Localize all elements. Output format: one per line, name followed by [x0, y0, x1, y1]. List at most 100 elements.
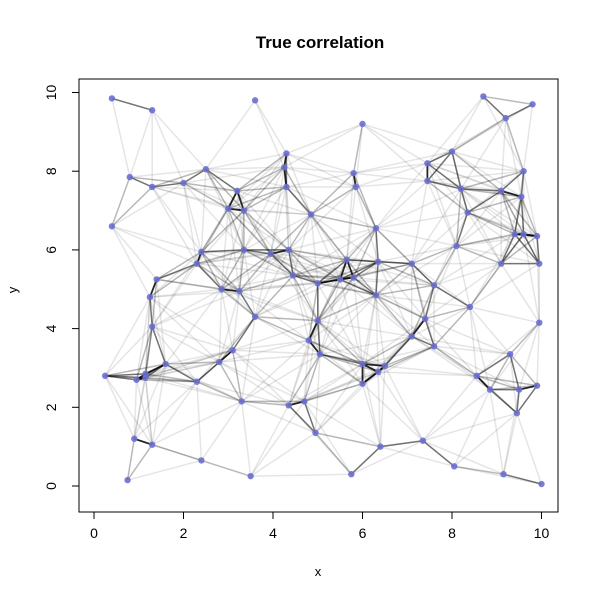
correlation-edge	[340, 278, 435, 287]
data-point	[225, 205, 232, 212]
data-point	[424, 177, 431, 185]
correlation-edge	[378, 260, 412, 265]
correlation-edge	[362, 345, 435, 365]
correlation-edge	[249, 404, 290, 477]
correlation-edge	[111, 182, 184, 227]
correlation-edge	[288, 404, 352, 475]
correlation-edge	[377, 261, 413, 337]
data-point	[238, 398, 245, 405]
correlation-edge	[467, 211, 540, 265]
correlation-edge	[288, 249, 377, 296]
correlation-edge	[133, 381, 198, 440]
correlation-edge	[151, 381, 198, 446]
correlation-edge	[218, 289, 223, 363]
correlation-edge	[411, 263, 435, 286]
data-point	[350, 169, 357, 177]
correlation-edge	[469, 306, 491, 390]
correlation-edge	[353, 150, 453, 174]
correlation-edge	[238, 249, 245, 292]
correlation-edge	[304, 382, 363, 403]
correlation-edge	[361, 318, 426, 385]
correlation-edge	[135, 379, 153, 445]
correlation-edge	[254, 278, 341, 318]
correlation-edge	[520, 196, 525, 235]
correlation-edge	[502, 389, 520, 475]
correlation-edge	[451, 117, 507, 153]
correlation-edge	[353, 276, 413, 337]
correlation-edge	[144, 373, 153, 445]
correlation-edge	[377, 371, 424, 442]
data-point	[350, 274, 357, 281]
correlation-edge	[308, 277, 355, 341]
correlation-edge	[411, 335, 511, 355]
correlation-edge	[426, 180, 469, 214]
correlation-edge	[285, 186, 294, 276]
correlation-edge	[520, 196, 538, 237]
correlation-edge	[500, 190, 522, 198]
correlation-edge	[270, 253, 319, 322]
correlation-edge	[427, 150, 453, 165]
correlation-edge	[427, 162, 524, 172]
correlation-edge	[500, 196, 523, 264]
correlation-edge	[411, 306, 471, 338]
y-axis-label: y	[5, 286, 20, 293]
correlation-edge	[283, 166, 312, 215]
correlation-edge	[453, 412, 518, 467]
correlation-edge	[310, 213, 379, 263]
data-point	[251, 313, 259, 320]
correlation-edge	[284, 166, 354, 174]
correlation-edge	[238, 253, 272, 292]
correlation-edge	[286, 186, 377, 229]
correlation-edge	[469, 233, 525, 308]
data-point	[314, 280, 321, 287]
correlation-edge	[426, 162, 462, 190]
correlation-edge	[255, 316, 318, 322]
correlation-edge	[384, 365, 477, 377]
correlation-edge	[111, 176, 131, 227]
correlation-edge	[355, 162, 428, 188]
correlation-edge	[411, 318, 426, 338]
correlation-edge	[156, 251, 202, 281]
data-point	[301, 398, 308, 405]
x-axis-label: x	[315, 564, 322, 579]
data-point	[498, 187, 505, 195]
correlation-edge	[227, 152, 287, 210]
correlation-edge	[489, 384, 538, 391]
data-point	[218, 286, 225, 293]
correlation-edge	[426, 162, 469, 213]
data-point	[146, 293, 154, 301]
correlation-edge	[362, 318, 426, 365]
data-point	[359, 380, 366, 387]
data-point	[352, 183, 359, 191]
correlation-edge	[135, 296, 151, 380]
correlation-edge	[460, 188, 516, 235]
correlation-edge	[476, 353, 511, 377]
correlation-edge	[424, 318, 511, 355]
data-point	[500, 470, 507, 478]
correlation-edge	[303, 400, 381, 448]
correlation-edge	[427, 170, 524, 182]
correlation-edge	[200, 190, 238, 253]
correlation-edge	[520, 171, 525, 197]
correlation-edge	[303, 340, 310, 402]
correlation-edge	[254, 316, 321, 355]
correlation-edge	[355, 180, 428, 188]
data-point	[193, 260, 201, 267]
correlation-edge	[133, 373, 147, 439]
correlation-edge	[155, 279, 167, 365]
correlation-edge	[456, 235, 538, 247]
correlation-edge	[151, 325, 220, 363]
correlation-edge	[424, 285, 435, 319]
correlation-edge	[196, 210, 245, 265]
correlation-edge	[221, 253, 272, 290]
data-point	[124, 476, 131, 484]
correlation-edge	[149, 296, 220, 363]
correlation-edge	[317, 261, 379, 322]
correlation-edge	[196, 381, 242, 403]
correlation-edge	[469, 263, 540, 308]
correlation-edge	[151, 326, 198, 383]
data-point	[529, 101, 536, 108]
correlation-edge	[288, 353, 321, 406]
data-point	[236, 288, 243, 295]
data-point	[280, 164, 288, 171]
